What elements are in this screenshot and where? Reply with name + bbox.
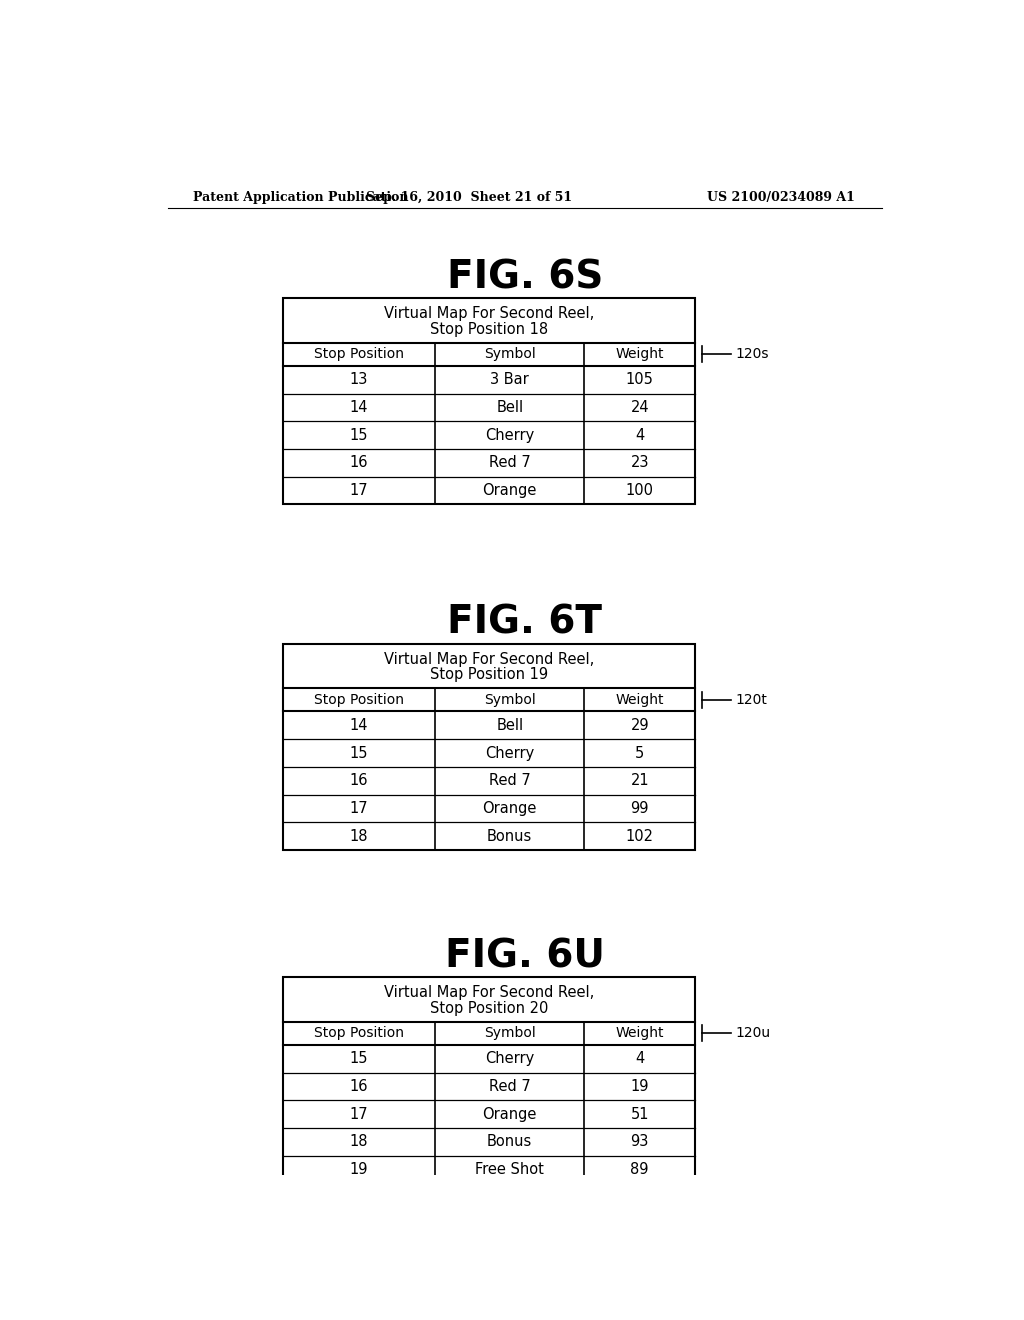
Text: Orange: Orange — [482, 801, 537, 816]
Text: 16: 16 — [350, 1078, 369, 1094]
Text: 17: 17 — [350, 1106, 369, 1122]
Text: 51: 51 — [631, 1106, 649, 1122]
Text: 19: 19 — [350, 1162, 369, 1177]
Text: Stop Position 19: Stop Position 19 — [430, 668, 548, 682]
Text: 16: 16 — [350, 774, 369, 788]
Text: Red 7: Red 7 — [488, 774, 530, 788]
Text: FIG. 6S: FIG. 6S — [446, 259, 603, 296]
Text: 4: 4 — [635, 1051, 644, 1067]
Text: 19: 19 — [631, 1078, 649, 1094]
Text: Free Shot: Free Shot — [475, 1162, 544, 1177]
Text: 21: 21 — [631, 774, 649, 788]
Text: 3 Bar: 3 Bar — [490, 372, 529, 387]
Text: Cherry: Cherry — [485, 428, 535, 442]
Text: 15: 15 — [350, 746, 369, 760]
Text: Symbol: Symbol — [484, 1026, 536, 1040]
Text: 120s: 120s — [735, 347, 769, 362]
Text: 15: 15 — [350, 1051, 369, 1067]
Bar — [283, 977, 695, 1184]
Text: Weight: Weight — [615, 347, 664, 362]
Text: 15: 15 — [350, 428, 369, 442]
Text: Symbol: Symbol — [484, 347, 536, 362]
Text: 23: 23 — [631, 455, 649, 470]
Text: 17: 17 — [350, 483, 369, 498]
Text: 93: 93 — [631, 1134, 649, 1150]
Text: Red 7: Red 7 — [488, 1078, 530, 1094]
Bar — [283, 298, 695, 504]
Text: 18: 18 — [350, 829, 369, 843]
Text: 4: 4 — [635, 428, 644, 442]
Text: 5: 5 — [635, 746, 644, 760]
Text: Stop Position 18: Stop Position 18 — [430, 322, 548, 337]
Text: 120u: 120u — [735, 1026, 770, 1040]
Text: Stop Position: Stop Position — [314, 1026, 404, 1040]
Text: FIG. 6U: FIG. 6U — [444, 937, 605, 975]
Text: 16: 16 — [350, 455, 369, 470]
Text: Orange: Orange — [482, 483, 537, 498]
Text: Patent Application Publication: Patent Application Publication — [194, 190, 409, 203]
Text: Symbol: Symbol — [484, 693, 536, 708]
Text: Stop Position 20: Stop Position 20 — [430, 1001, 548, 1016]
Text: Bell: Bell — [497, 400, 523, 414]
Text: Virtual Map For Second Reel,: Virtual Map For Second Reel, — [384, 652, 594, 667]
Text: 99: 99 — [631, 801, 649, 816]
Text: 120t: 120t — [735, 693, 767, 708]
Text: Cherry: Cherry — [485, 1051, 535, 1067]
Text: 13: 13 — [350, 372, 369, 387]
Text: 14: 14 — [350, 718, 369, 733]
Text: 14: 14 — [350, 400, 369, 414]
Text: Orange: Orange — [482, 1106, 537, 1122]
Text: Weight: Weight — [615, 693, 664, 708]
Text: 100: 100 — [626, 483, 653, 498]
Text: 89: 89 — [631, 1162, 649, 1177]
Text: Bell: Bell — [497, 718, 523, 733]
Text: Weight: Weight — [615, 1026, 664, 1040]
Text: 105: 105 — [626, 372, 653, 387]
Text: 18: 18 — [350, 1134, 369, 1150]
Text: Red 7: Red 7 — [488, 455, 530, 470]
Text: 24: 24 — [631, 400, 649, 414]
Text: Bonus: Bonus — [487, 1134, 532, 1150]
Text: Bonus: Bonus — [487, 829, 532, 843]
Text: Sep. 16, 2010  Sheet 21 of 51: Sep. 16, 2010 Sheet 21 of 51 — [367, 190, 572, 203]
Text: Virtual Map For Second Reel,: Virtual Map For Second Reel, — [384, 306, 594, 321]
Bar — [283, 644, 695, 850]
Text: Cherry: Cherry — [485, 746, 535, 760]
Text: 102: 102 — [626, 829, 653, 843]
Text: Stop Position: Stop Position — [314, 347, 404, 362]
Text: Virtual Map For Second Reel,: Virtual Map For Second Reel, — [384, 985, 594, 1001]
Text: US 2100/0234089 A1: US 2100/0234089 A1 — [708, 190, 855, 203]
Text: Stop Position: Stop Position — [314, 693, 404, 708]
Text: 17: 17 — [350, 801, 369, 816]
Text: 29: 29 — [631, 718, 649, 733]
Text: FIG. 6T: FIG. 6T — [447, 603, 602, 642]
